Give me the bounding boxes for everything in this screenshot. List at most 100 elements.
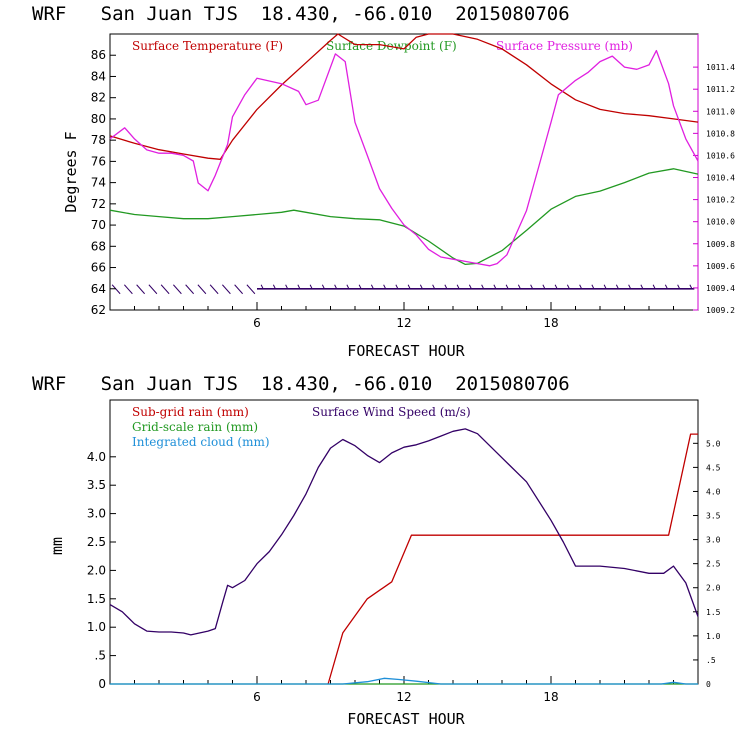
wind-barb xyxy=(652,284,656,289)
wind-barb xyxy=(222,284,231,295)
series-line-sub-grid-rain xyxy=(327,433,698,685)
wind-barb xyxy=(197,284,207,295)
y-tick-label: 3.5 xyxy=(87,478,106,492)
wind-barb xyxy=(185,284,194,295)
wind-barb xyxy=(272,284,276,289)
y-tick-label: 1.0 xyxy=(87,620,106,634)
wind-barb xyxy=(432,284,436,289)
y2-tick-label: 1010.2 xyxy=(706,196,735,205)
wind-barb xyxy=(136,284,145,295)
y-axis-label-1: Degrees F xyxy=(62,131,80,212)
y2-tick-label: 0 xyxy=(706,680,711,689)
wind-barb xyxy=(124,284,133,295)
wind-barb xyxy=(603,284,607,289)
legend-pressure: Surface Pressure (mb) xyxy=(496,39,633,53)
wind-barb xyxy=(481,284,485,289)
y-tick-label: 86 xyxy=(91,48,106,62)
wind-barb xyxy=(285,284,289,289)
wind-barb xyxy=(664,284,668,289)
y2-tick-label: 2.0 xyxy=(706,584,721,593)
plot-frame-1 xyxy=(109,33,699,311)
wind-barb xyxy=(383,284,387,289)
wind-barb xyxy=(542,284,546,289)
wind-barb xyxy=(677,284,681,289)
x-tick-label: 6 xyxy=(253,690,261,704)
wind-barb xyxy=(591,284,595,289)
wind-barb xyxy=(321,284,325,289)
wind-barb xyxy=(456,284,460,289)
wind-barb xyxy=(160,284,170,295)
y2-tick-label: 1011.2 xyxy=(706,85,735,94)
wind-barb xyxy=(234,284,243,295)
wind-barb xyxy=(209,284,219,295)
legend-temperature: Surface Temperature (F) xyxy=(132,39,283,53)
y2-tick-label: 1.5 xyxy=(706,608,721,617)
y2-tick-label: 1010.0 xyxy=(706,218,735,227)
y2-tick-label: 1010.8 xyxy=(706,129,735,138)
y-tick-label: 76 xyxy=(91,154,106,168)
wind-barb xyxy=(173,284,182,295)
x-tick-label: 18 xyxy=(543,690,558,704)
y-tick-label: 68 xyxy=(91,239,106,253)
wind-barb xyxy=(640,284,644,289)
wind-barb xyxy=(505,284,509,289)
wind-barb xyxy=(566,284,570,289)
y-tick-label: 2.0 xyxy=(87,563,106,577)
wind-barb xyxy=(370,284,374,289)
wind-barb xyxy=(334,284,338,289)
wind-barb xyxy=(530,284,534,289)
wind-barb xyxy=(246,284,256,295)
y-tick-label: 84 xyxy=(91,69,106,83)
wind-barb xyxy=(148,284,158,295)
y-tick-label: 64 xyxy=(91,282,106,296)
y-tick-label: 82 xyxy=(91,91,106,105)
y-tick-label: 0 xyxy=(98,677,106,691)
panel-temperature: WRF San Juan TJS 18.430, -66.010 2015080… xyxy=(32,3,735,360)
y-tick-label: 74 xyxy=(91,176,106,190)
y2-tick-label: 1.0 xyxy=(706,632,721,641)
wind-barb xyxy=(260,284,264,289)
wind-barb xyxy=(628,284,632,289)
y-tick-label: 66 xyxy=(91,261,106,275)
y2-tick-label: 1010.6 xyxy=(706,151,735,160)
y2-tick-label: 4.0 xyxy=(706,487,721,496)
wind-barb xyxy=(615,284,619,289)
y2-tick-label: 3.0 xyxy=(706,536,721,545)
x-tick-label: 6 xyxy=(253,316,261,330)
series-line-surface-pressure xyxy=(109,49,699,267)
x-tick-label: 12 xyxy=(396,316,411,330)
y-tick-label: 62 xyxy=(91,303,106,317)
y-tick-label: 1.5 xyxy=(87,592,106,606)
wind-barb xyxy=(111,284,121,295)
x-axis-label-2: FORECAST HOUR xyxy=(347,710,465,728)
wind-barb xyxy=(517,284,521,289)
wind-barb xyxy=(309,284,313,289)
wind-barb xyxy=(358,284,362,289)
y-tick-label: 3.0 xyxy=(87,507,106,521)
y-tick-label: 78 xyxy=(91,133,106,147)
series-line-surface-temperature xyxy=(109,33,699,160)
wind-barb xyxy=(407,284,411,289)
y2-tick-label: 1010.4 xyxy=(706,174,735,183)
y2-tick-label: 1009.8 xyxy=(706,240,735,249)
y-tick-label: 4.0 xyxy=(87,450,106,464)
wind-barb xyxy=(554,284,558,289)
y2-tick-label: 5.0 xyxy=(706,439,721,448)
wind-barb xyxy=(689,284,693,289)
series-line-surface-wind-speed xyxy=(109,428,699,636)
y2-tick-label: 3.5 xyxy=(706,512,721,521)
wind-barb xyxy=(579,284,583,289)
chart-title-1: WRF San Juan TJS 18.430, -66.010 2015080… xyxy=(32,3,570,25)
y2-tick-label: 1011.0 xyxy=(706,107,735,116)
panel-precipitation: WRF San Juan TJS 18.430, -66.010 2015080… xyxy=(32,373,721,728)
x-tick-label: 12 xyxy=(396,690,411,704)
x-axis-label-1: FORECAST HOUR xyxy=(347,342,465,360)
wind-barbs xyxy=(111,284,695,295)
wind-barb xyxy=(468,284,472,289)
wind-barb xyxy=(444,284,448,289)
legend-dewpoint: Surface Dewpoint (F) xyxy=(326,39,457,53)
y-axis-label-2: mm xyxy=(48,537,66,555)
y-tick-label: 70 xyxy=(91,218,106,232)
wind-barb xyxy=(493,284,497,289)
